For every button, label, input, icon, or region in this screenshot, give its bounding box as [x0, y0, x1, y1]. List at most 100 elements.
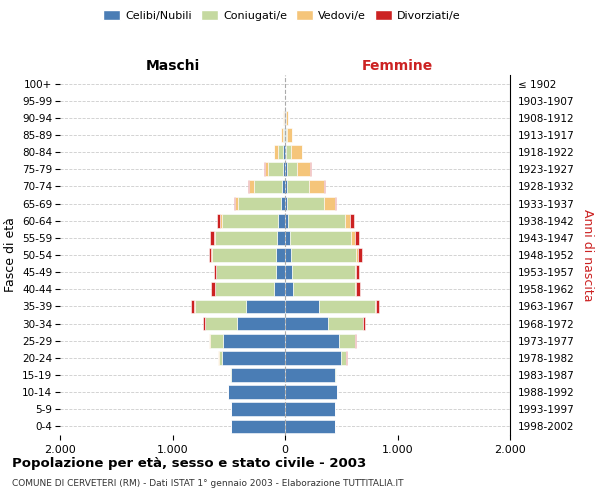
Bar [227, 386, 285, 399]
Bar [285, 248, 290, 262]
Bar [220, 214, 222, 228]
Bar [203, 316, 205, 330]
Bar [290, 248, 356, 262]
Bar [344, 214, 350, 228]
Bar [356, 282, 360, 296]
Bar [287, 162, 297, 176]
Bar [339, 334, 355, 347]
Bar [297, 162, 310, 176]
Bar [285, 316, 328, 330]
Bar [285, 162, 287, 176]
Bar [356, 248, 358, 262]
Bar [211, 282, 215, 296]
Bar [278, 214, 285, 228]
Text: COMUNE DI CERVETERI (RM) - Dati ISTAT 1° gennaio 2003 - Elaborazione TUTTITALIA.: COMUNE DI CERVETERI (RM) - Dati ISTAT 1°… [12, 479, 404, 488]
Bar [285, 300, 319, 314]
Bar [356, 266, 359, 279]
Bar [236, 316, 285, 330]
Bar [281, 180, 285, 194]
Bar [274, 146, 278, 159]
Text: Femmine: Femmine [362, 60, 433, 74]
Bar [191, 300, 194, 314]
Bar [324, 180, 325, 194]
Bar [285, 282, 293, 296]
Bar [350, 214, 353, 228]
Bar [277, 231, 285, 244]
Bar [287, 180, 309, 194]
Bar [355, 231, 359, 244]
Bar [352, 231, 355, 244]
Bar [292, 266, 355, 279]
Bar [290, 146, 302, 159]
Bar [283, 146, 285, 159]
Bar [274, 282, 285, 296]
Y-axis label: Fasce di età: Fasce di età [4, 218, 17, 292]
Bar [283, 162, 285, 176]
Bar [223, 334, 285, 347]
Bar [287, 128, 292, 142]
Bar [284, 128, 285, 142]
Bar [290, 231, 352, 244]
Bar [293, 282, 355, 296]
Text: Maschi: Maschi [145, 60, 200, 74]
Bar [341, 351, 346, 364]
Bar [214, 231, 215, 244]
Bar [285, 266, 292, 279]
Bar [195, 300, 245, 314]
Bar [218, 351, 222, 364]
Bar [285, 351, 341, 364]
Bar [222, 214, 278, 228]
Bar [285, 402, 335, 416]
Bar [209, 334, 223, 347]
Bar [285, 420, 335, 434]
Bar [286, 128, 287, 142]
Bar [285, 368, 335, 382]
Bar [245, 300, 285, 314]
Bar [358, 248, 361, 262]
Bar [231, 420, 285, 434]
Bar [283, 128, 284, 142]
Bar [285, 180, 287, 194]
Bar [355, 282, 356, 296]
Bar [238, 196, 281, 210]
Bar [215, 231, 277, 244]
Y-axis label: Anni di nascita: Anni di nascita [581, 209, 594, 301]
Bar [286, 111, 289, 124]
Bar [235, 196, 238, 210]
Bar [212, 248, 276, 262]
Bar [276, 266, 285, 279]
Bar [214, 266, 216, 279]
Bar [328, 316, 362, 330]
Bar [285, 214, 289, 228]
Bar [281, 128, 283, 142]
Bar [287, 196, 325, 210]
Bar [281, 196, 285, 210]
Bar [285, 146, 286, 159]
Bar [217, 266, 276, 279]
Bar [285, 231, 290, 244]
Bar [319, 300, 375, 314]
Bar [231, 402, 285, 416]
Bar [285, 334, 339, 347]
Bar [249, 180, 254, 194]
Bar [355, 266, 356, 279]
Bar [285, 386, 337, 399]
Bar [286, 146, 290, 159]
Bar [210, 231, 214, 244]
Bar [265, 162, 268, 176]
Bar [285, 196, 287, 210]
Text: Popolazione per età, sesso e stato civile - 2003: Popolazione per età, sesso e stato civil… [12, 458, 366, 470]
Bar [278, 146, 283, 159]
Bar [309, 180, 324, 194]
Bar [254, 180, 281, 194]
Bar [205, 316, 236, 330]
Bar [325, 196, 335, 210]
Legend: Celibi/Nubili, Coniugati/e, Vedovi/e, Divorziati/e: Celibi/Nubili, Coniugati/e, Vedovi/e, Di… [101, 8, 463, 24]
Bar [335, 196, 336, 210]
Bar [217, 214, 220, 228]
Bar [276, 248, 285, 262]
Bar [376, 300, 379, 314]
Bar [215, 282, 274, 296]
Bar [289, 214, 344, 228]
Bar [222, 351, 285, 364]
